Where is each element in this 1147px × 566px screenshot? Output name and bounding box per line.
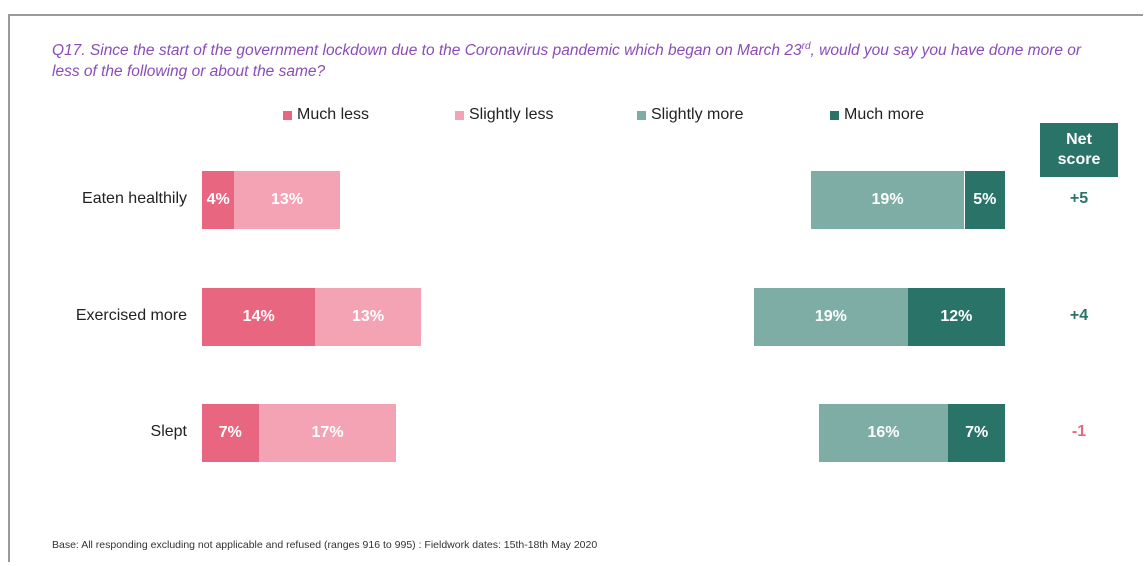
- bar-slightly-more-slept: 16%: [818, 404, 949, 462]
- bar-much-more-exercised-more: 12%: [907, 288, 1005, 346]
- legend-label-much-less: Much less: [297, 106, 370, 123]
- bar-much-more-slept: 7%: [948, 404, 1005, 462]
- legend-swatch-slightly-less: [455, 110, 464, 120]
- net-score-eaten-healthily: +5: [1069, 190, 1089, 207]
- legend-swatch-slightly-more: [637, 110, 646, 120]
- bar-slightly-more-exercised-more: 19%: [753, 288, 908, 346]
- bar-much-less-exercised-more: 14%: [202, 288, 316, 346]
- net-score-exercised-more: +4: [1069, 307, 1089, 324]
- bar-much-less-eaten-healthily: 4%: [202, 171, 235, 229]
- legend-item-slightly-less: Slightly less: [455, 106, 553, 124]
- bar-much-less-slept: 7%: [202, 404, 259, 462]
- legend-item-much-less: Much less: [283, 106, 369, 124]
- bar-slightly-less-exercised-more: 13%: [315, 288, 421, 346]
- legend-item-much-more: Much more: [830, 106, 924, 124]
- category-label-eaten-healthily: Eaten healthily: [82, 190, 187, 207]
- legend-label-much-more: Much more: [844, 106, 925, 123]
- net-score-header: Net score: [1040, 123, 1118, 177]
- legend-swatch-much-less: [283, 110, 292, 120]
- footnote: Base: All responding excluding not appli…: [52, 539, 598, 551]
- legend-label-slightly-more: Slightly more: [651, 106, 744, 123]
- legend-swatch-much-more: [830, 110, 839, 120]
- net-score-slept: -1: [1071, 423, 1087, 440]
- category-label-slept: Slept: [150, 423, 187, 440]
- bar-slightly-more-eaten-healthily: 19%: [810, 171, 965, 229]
- net-score-header-line2: score: [1057, 151, 1101, 168]
- legend-item-slightly-more: Slightly more: [637, 106, 743, 124]
- bar-slightly-less-slept: 17%: [258, 404, 397, 462]
- chart-title: Q17. Since the start of the government l…: [52, 40, 1082, 80]
- bar-slightly-less-eaten-healthily: 13%: [234, 171, 340, 229]
- legend-label-slightly-less: Slightly less: [469, 106, 554, 123]
- category-label-exercised-more: Exercised more: [75, 307, 187, 324]
- net-score-header-line1: Net: [1066, 131, 1092, 148]
- bar-much-more-eaten-healthily: 5%: [964, 171, 1005, 229]
- chart-frame: [8, 14, 1143, 562]
